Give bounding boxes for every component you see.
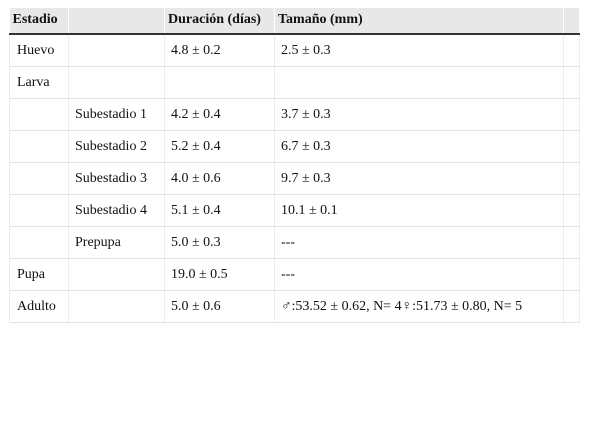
cell-size: 9.7 ± 0.3 [274,162,564,195]
cell-stage [9,98,69,131]
table-row: Subestadio 3 4.0 ± 0.6 9.7 ± 0.3 [9,162,580,195]
cell-extra [563,98,580,131]
table-row: Huevo 4.8 ± 0.2 2.5 ± 0.3 [9,34,580,67]
cell-substage [68,258,165,291]
cell-size: 2.5 ± 0.3 [274,34,564,67]
table-row: Prepupa 5.0 ± 0.3 --- [9,226,580,259]
header-size: Tamaño (mm) [274,8,564,35]
cell-duration: 5.0 ± 0.3 [164,226,275,259]
cell-substage: Prepupa [68,226,165,259]
cell-stage: Adulto [9,290,69,323]
cell-size: 10.1 ± 0.1 [274,194,564,227]
cell-stage [9,194,69,227]
cell-size [274,66,564,99]
header-extra [563,8,580,35]
cell-stage: Larva [9,66,69,99]
data-table: Estadio Duración (días) Tamaño (mm) Huev… [9,8,580,323]
cell-size: --- [274,258,564,291]
cell-extra [563,290,580,323]
cell-size: --- [274,226,564,259]
cell-stage [9,162,69,195]
cell-extra [563,130,580,163]
table-row: Pupa 19.0 ± 0.5 --- [9,258,580,291]
cell-duration: 5.2 ± 0.4 [164,130,275,163]
cell-extra [563,162,580,195]
cell-substage [68,34,165,67]
cell-size: ♂:53.52 ± 0.62, N= 4♀:51.73 ± 0.80, N= 5 [274,290,564,323]
cell-extra [563,258,580,291]
cell-size: 6.7 ± 0.3 [274,130,564,163]
header-stage: Estadio [9,8,69,35]
cell-substage: Subestadio 3 [68,162,165,195]
cell-duration: 19.0 ± 0.5 [164,258,275,291]
table-row: Larva [9,66,580,99]
cell-duration: 5.1 ± 0.4 [164,194,275,227]
cell-stage: Pupa [9,258,69,291]
cell-stage: Huevo [9,34,69,67]
table-row: Adulto 5.0 ± 0.6 ♂:53.52 ± 0.62, N= 4♀:5… [9,290,580,323]
table-row: Subestadio 2 5.2 ± 0.4 6.7 ± 0.3 [9,130,580,163]
cell-duration: 4.0 ± 0.6 [164,162,275,195]
cell-duration [164,66,275,99]
table-row: Subestadio 1 4.2 ± 0.4 3.7 ± 0.3 [9,98,580,131]
cell-duration: 4.2 ± 0.4 [164,98,275,131]
cell-duration: 4.8 ± 0.2 [164,34,275,67]
cell-extra [563,194,580,227]
header-substage [68,8,165,35]
cell-substage: Subestadio 4 [68,194,165,227]
table-row: Subestadio 4 5.1 ± 0.4 10.1 ± 0.1 [9,194,580,227]
cell-substage [68,66,165,99]
data-table-wrapper: Estadio Duración (días) Tamaño (mm) Huev… [9,8,580,323]
cell-duration: 5.0 ± 0.6 [164,290,275,323]
header-duration: Duración (días) [164,8,275,35]
cell-size: 3.7 ± 0.3 [274,98,564,131]
cell-substage: Subestadio 1 [68,98,165,131]
table-header: Estadio Duración (días) Tamaño (mm) [9,8,580,35]
cell-stage [9,226,69,259]
header-row: Estadio Duración (días) Tamaño (mm) [9,8,580,35]
cell-substage [68,290,165,323]
cell-stage [9,130,69,163]
cell-extra [563,34,580,67]
cell-substage: Subestadio 2 [68,130,165,163]
table-body: Huevo 4.8 ± 0.2 2.5 ± 0.3 Larva Subestad… [9,34,580,323]
cell-extra [563,66,580,99]
cell-extra [563,226,580,259]
